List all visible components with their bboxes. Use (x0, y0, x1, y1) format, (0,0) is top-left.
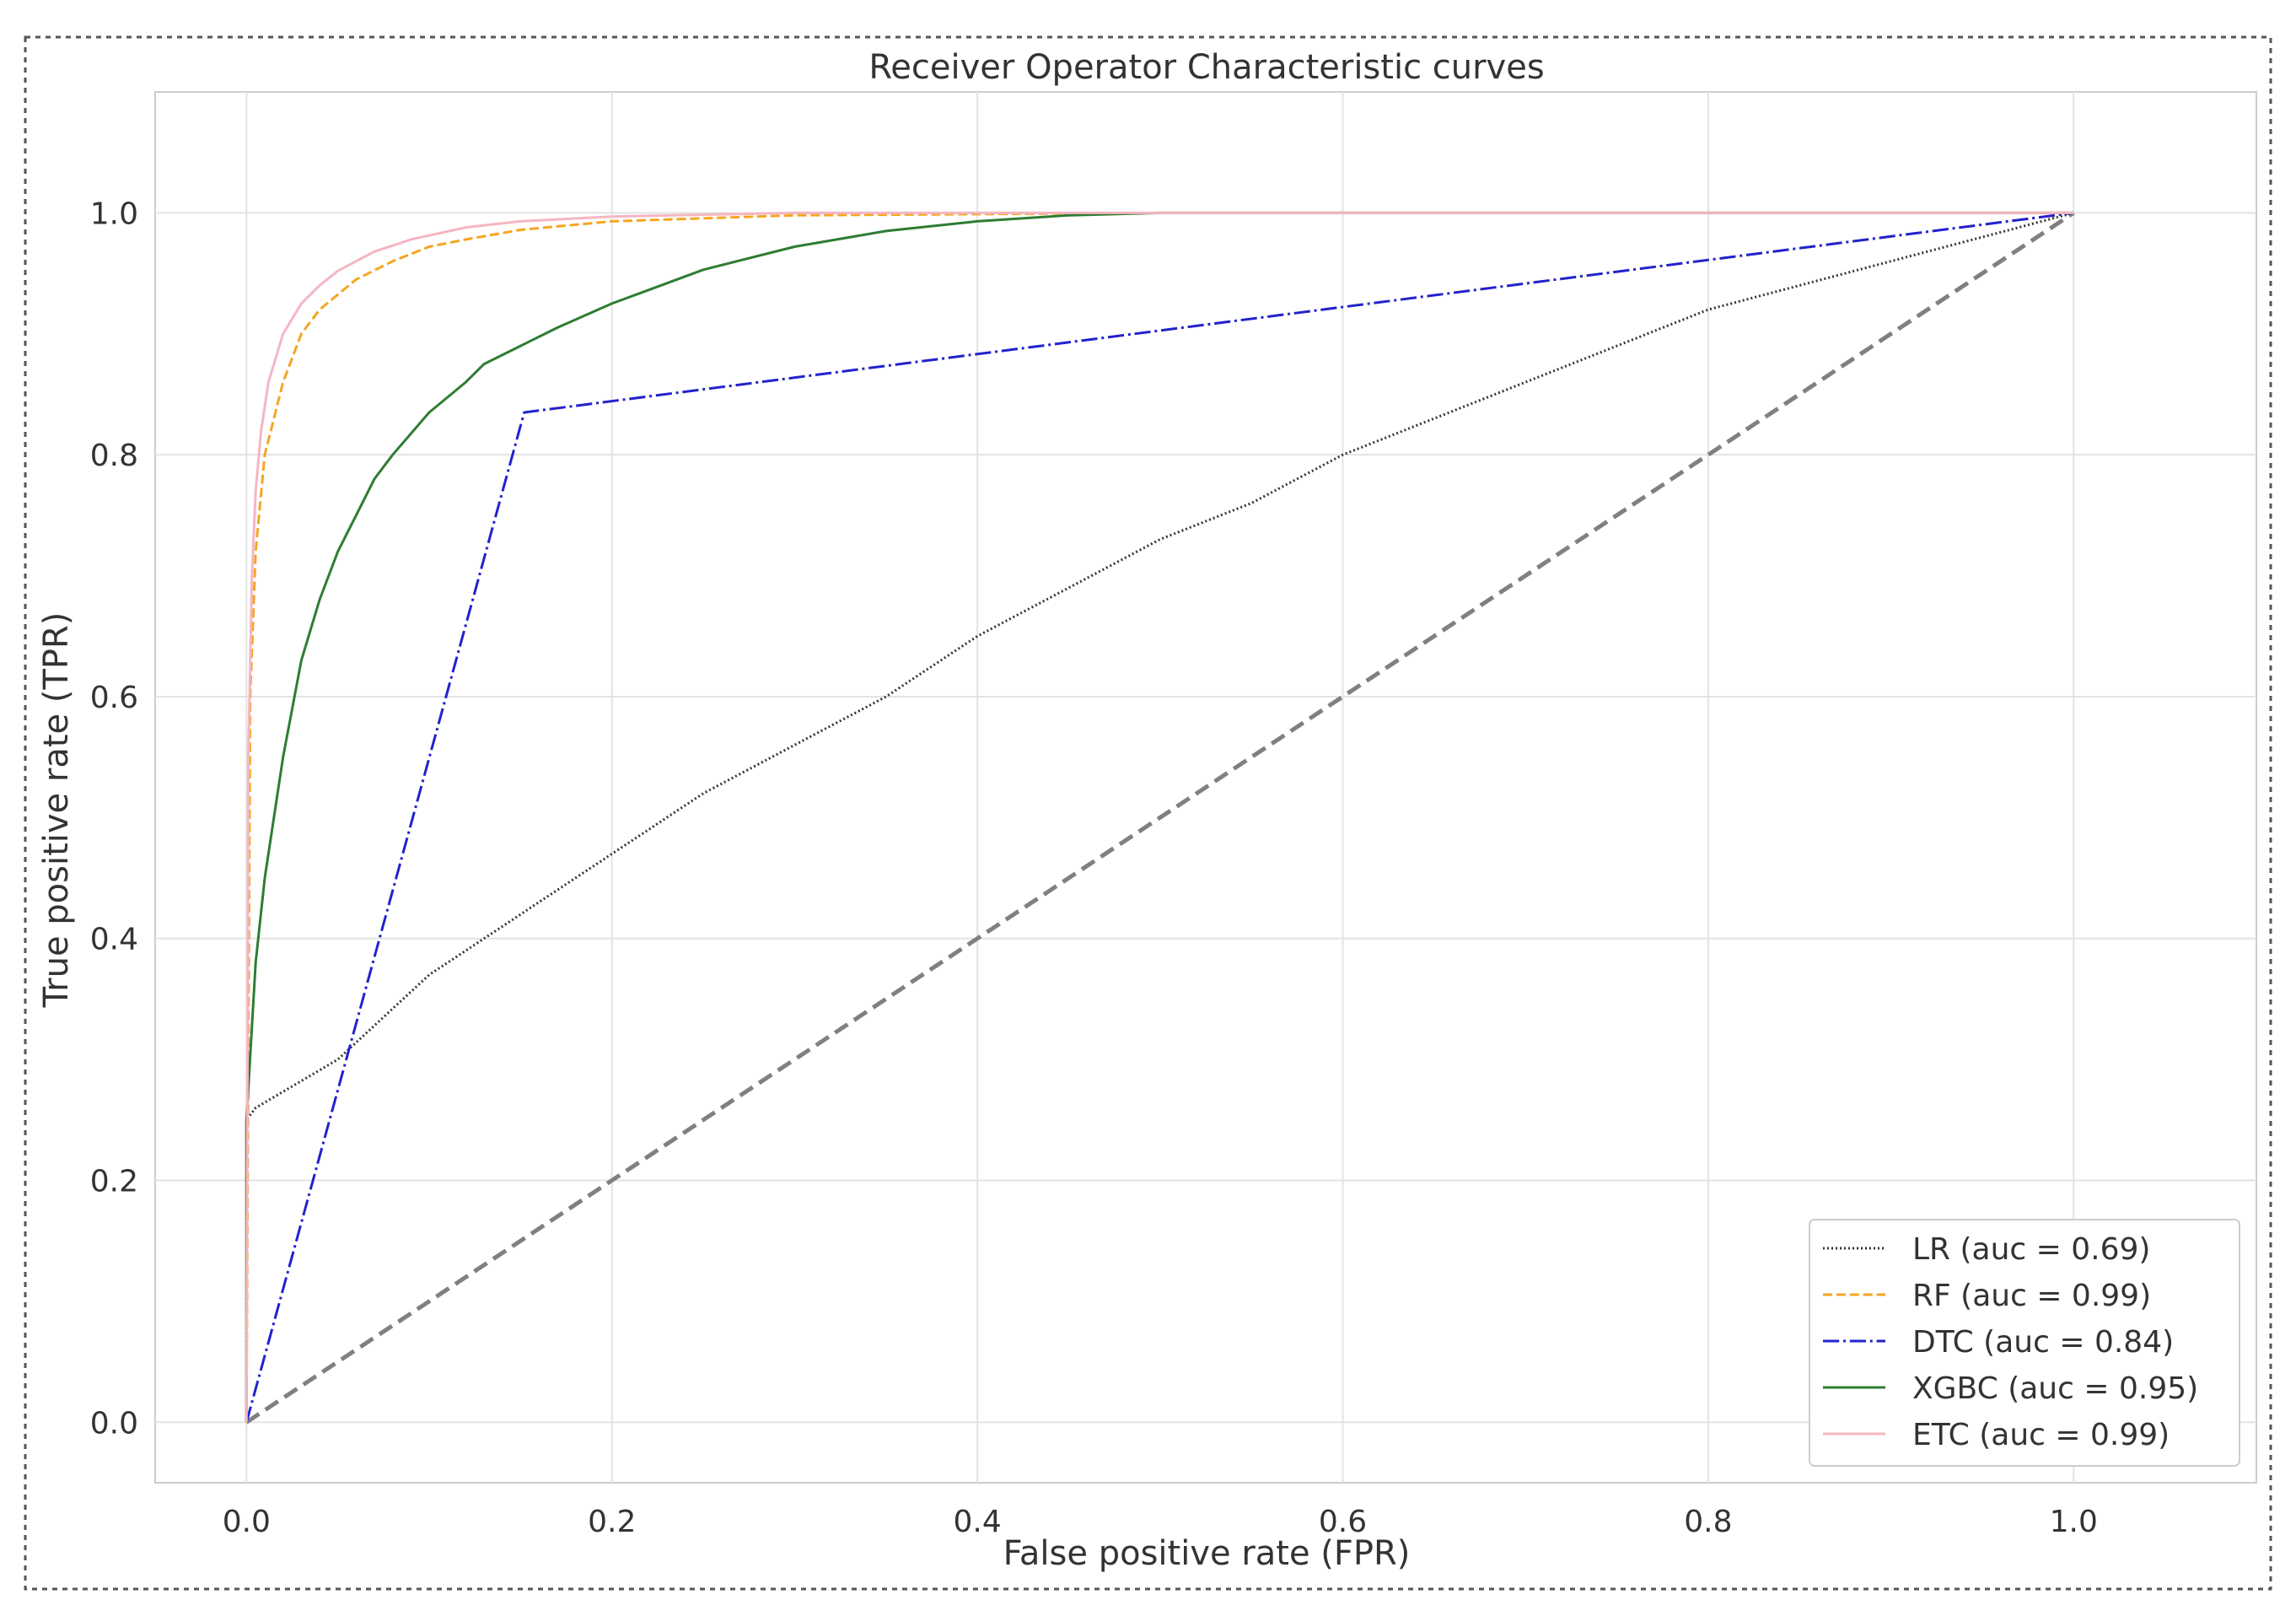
x-tick-label: 0.6 (1319, 1505, 1367, 1539)
series-line-lr (245, 211, 2074, 1423)
x-tick-label: 0.4 (953, 1505, 1001, 1539)
legend-label-etc: ETC (auc = 0.99) (1912, 1418, 2170, 1452)
legend-label-lr: LR (auc = 0.69) (1912, 1232, 2150, 1267)
y-tick-label: 0.2 (90, 1165, 138, 1199)
y-tick-label: 0.8 (90, 439, 138, 473)
y-tick-label: 0.4 (90, 923, 138, 957)
diagonal-reference-line (245, 211, 2075, 1425)
y-tick-label: 0.6 (90, 681, 138, 715)
tick-labels: 0.0 0.2 0.4 0.6 0.8 1.0 0.0 0.2 0.4 0.6 0.8 1.0 (90, 197, 2098, 1539)
series-line-xgbc (245, 211, 2074, 1423)
series-line-dtc (245, 211, 2074, 1423)
series-lines (245, 211, 2075, 1425)
legend-label-rf: RF (auc = 0.99) (1912, 1279, 2151, 1313)
legend-label-dtc: DTC (auc = 0.84) (1912, 1325, 2174, 1360)
y-tick-label: 1.0 (90, 197, 138, 231)
chart-title: Receiver Operator Characteristic curves (868, 48, 1544, 87)
x-tick-label: 1.0 (2050, 1505, 2098, 1539)
legend: LR (auc = 0.69) RF (auc = 0.99) DTC (auc =… (1809, 1219, 2240, 1467)
series-line-rf (245, 211, 2074, 1423)
y-axis-title: True positive rate (TPR) (37, 612, 76, 1009)
y-tick-label: 0.0 (90, 1406, 138, 1441)
x-tick-label: 0.8 (1684, 1505, 1732, 1539)
x-tick-label: 0.0 (223, 1505, 271, 1539)
legend-box (1809, 1219, 2240, 1467)
legend-label-xgbc: XGBC (auc = 0.95) (1912, 1371, 2198, 1406)
series-line-etc (245, 211, 2074, 1423)
x-tick-label: 0.2 (588, 1505, 636, 1539)
x-axis-title: False positive rate (FPR) (1003, 1534, 1411, 1573)
